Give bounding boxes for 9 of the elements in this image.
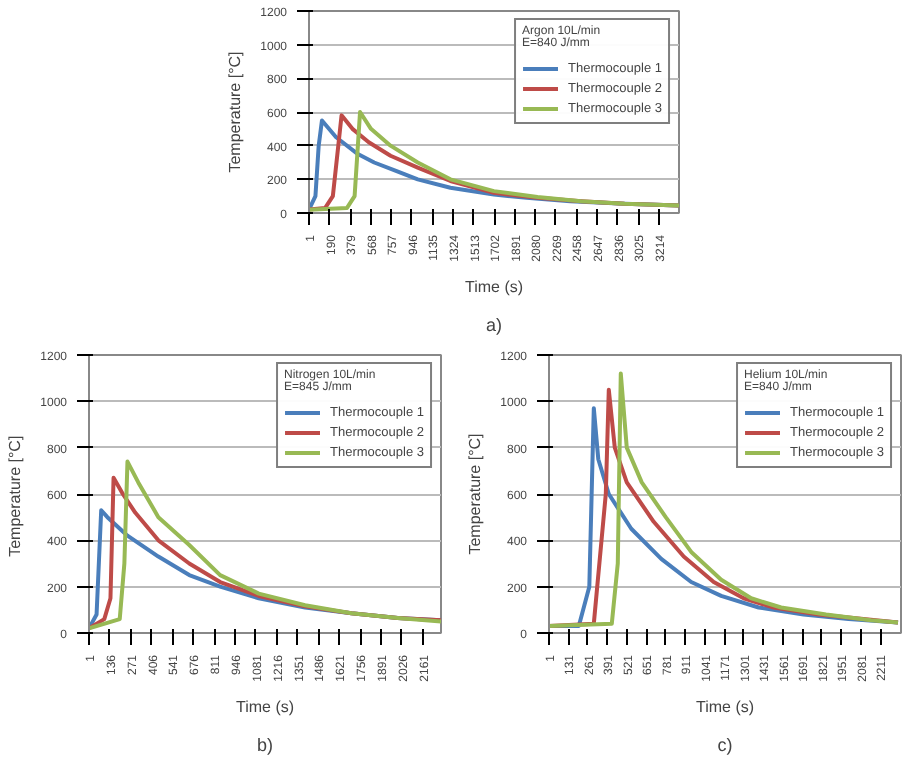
y-axis-title: Temperature [°C] bbox=[226, 51, 245, 173]
text: c) bbox=[717, 735, 733, 755]
x-axis-title: Time (s) bbox=[464, 277, 524, 296]
x-axis-title: Time (s) bbox=[695, 697, 755, 716]
x-axis-title: Time (s) bbox=[235, 697, 295, 716]
y-axis-title: Temperature [°C] bbox=[466, 433, 485, 555]
text: b) bbox=[257, 735, 274, 755]
y-axis-title: Temperature [°C] bbox=[6, 435, 25, 557]
text: a) bbox=[486, 315, 503, 335]
